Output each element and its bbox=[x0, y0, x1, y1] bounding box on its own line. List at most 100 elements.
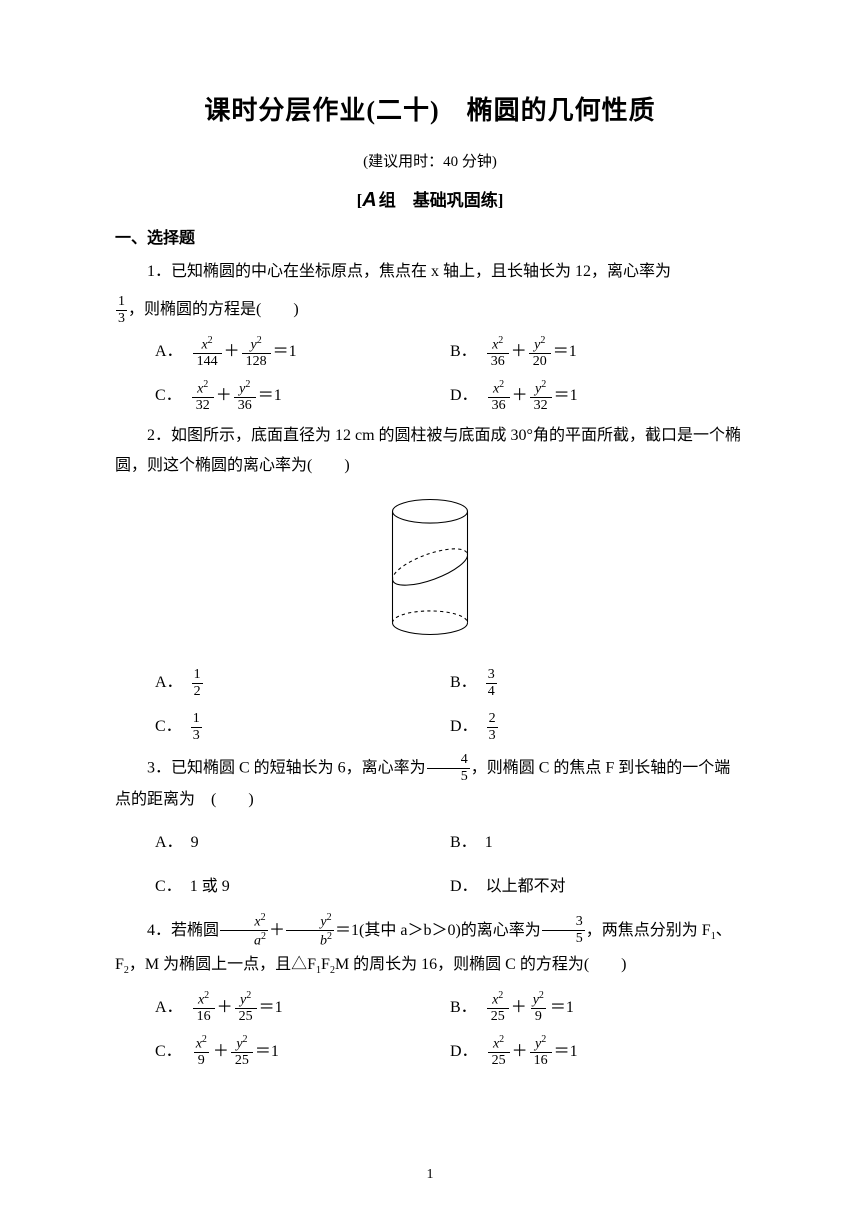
q2-option-b[interactable]: B． 34 bbox=[450, 664, 745, 702]
den: 16 bbox=[530, 1052, 552, 1068]
question-1: 1．已知椭圆的中心在坐标原点，焦点在 x 轴上，且长轴长为 12，离心率为 bbox=[115, 257, 745, 287]
eq: ＝1 bbox=[553, 339, 577, 365]
frac: x225 bbox=[487, 990, 509, 1024]
opt-letter: A． bbox=[155, 339, 183, 365]
question-4: 4．若椭圆x2a2＋y2b2＝1(其中 a＞b＞0)的离心率为35，两焦点分别为… bbox=[115, 912, 745, 981]
opt-letter: C． bbox=[155, 714, 182, 740]
plus: ＋ bbox=[269, 922, 285, 939]
den: 32 bbox=[530, 397, 552, 413]
frac: x232 bbox=[192, 379, 214, 413]
den: 36 bbox=[487, 353, 509, 369]
frac: 12 bbox=[192, 667, 203, 700]
frac: 23 bbox=[487, 711, 498, 744]
den: 5 bbox=[427, 768, 470, 785]
question-2: 2．如图所示，底面直径为 12 cm 的圆柱被与底面成 30°角的平面所截，截口… bbox=[115, 421, 745, 482]
frac: x2144 bbox=[193, 335, 222, 369]
opt-letter: B． bbox=[450, 339, 477, 365]
page-number: 1 bbox=[0, 1164, 860, 1186]
q2-option-c[interactable]: C． 13 bbox=[155, 708, 450, 746]
q3-option-d[interactable]: D． 以上都不对 bbox=[450, 868, 745, 906]
q4-text-a: 4．若椭圆 bbox=[147, 922, 219, 939]
sq: 2 bbox=[243, 1034, 248, 1045]
q4-text-g: M 的周长为 16，则椭圆 C 的方程为( ) bbox=[335, 956, 627, 973]
q1-options-row1: A． x2144 ＋ y2128 ＝1 B． x236 ＋ y220 ＝1 bbox=[155, 333, 745, 371]
den: 9 bbox=[194, 1052, 209, 1068]
den: 9 bbox=[531, 1008, 546, 1024]
den: 25 bbox=[487, 1008, 509, 1024]
b: b bbox=[320, 934, 327, 949]
q1-option-d[interactable]: D． x236 ＋ y232 ＝1 bbox=[450, 377, 745, 415]
eq: ＝1 bbox=[258, 383, 282, 409]
q2-option-a[interactable]: A． 12 bbox=[155, 664, 450, 702]
q4-text-e: ，M 为椭圆上一点，且△F bbox=[129, 956, 316, 973]
num: 4 bbox=[427, 752, 470, 768]
group-text: 组 基础巩固练 bbox=[379, 191, 498, 210]
num: 2 bbox=[487, 711, 498, 727]
q3-option-c[interactable]: C．1 或 9 bbox=[155, 868, 450, 906]
frac-num: 1 bbox=[116, 294, 127, 310]
sq: 2 bbox=[499, 1034, 504, 1045]
frac: x216 bbox=[193, 990, 215, 1024]
bracket-close: ] bbox=[498, 191, 504, 210]
q1-option-c[interactable]: C． x232 ＋ y236 ＝1 bbox=[155, 377, 450, 415]
den: 36 bbox=[488, 397, 510, 413]
q4-option-b[interactable]: B． x225＋y29＝1 bbox=[450, 989, 745, 1027]
q4-option-a[interactable]: A． x216＋y225＝1 bbox=[155, 989, 450, 1027]
eq: ＝1 bbox=[554, 383, 578, 409]
q2-options-row2: C． 13 D． 23 bbox=[155, 708, 745, 746]
plus: ＋ bbox=[511, 995, 527, 1021]
num: 1 bbox=[191, 711, 202, 727]
opt-letter: A． bbox=[155, 670, 183, 696]
q1-text: 1．已知椭圆的中心在坐标原点，焦点在 x 轴上，且长轴长为 12，离心率为 bbox=[115, 257, 671, 287]
group-letter: A bbox=[362, 189, 376, 211]
plus: ＋ bbox=[213, 1039, 229, 1065]
eq: ＝1 bbox=[255, 1039, 279, 1065]
opt-letter: C． bbox=[155, 383, 182, 409]
opt-text: 9 bbox=[191, 830, 199, 856]
den: 3 bbox=[487, 727, 498, 744]
frac: y236 bbox=[234, 379, 256, 413]
den: 25 bbox=[231, 1052, 253, 1068]
den: 2 bbox=[192, 683, 203, 700]
den: 32 bbox=[192, 397, 214, 413]
q4-options-row1: A． x216＋y225＝1 B． x225＋y29＝1 bbox=[155, 989, 745, 1027]
q3-option-b[interactable]: B．1 bbox=[450, 824, 745, 862]
frac: y225 bbox=[235, 990, 257, 1024]
frac: x29 bbox=[192, 1034, 211, 1068]
num: 1 bbox=[192, 667, 203, 683]
opt-text: 1 bbox=[485, 830, 493, 856]
opt-text: 以上都不对 bbox=[486, 874, 566, 900]
den: 128 bbox=[242, 353, 271, 369]
sq: 2 bbox=[539, 990, 544, 1001]
sq: 2 bbox=[498, 990, 503, 1001]
q3-text-before: 3．已知椭圆 C 的短轴长为 6，离心率为 bbox=[147, 759, 426, 776]
den: 144 bbox=[193, 353, 222, 369]
cylinder-icon bbox=[375, 492, 485, 642]
frac: y216 bbox=[530, 1034, 552, 1068]
frac: 13 bbox=[191, 711, 202, 744]
q4-option-d[interactable]: D． x225＋y216＝1 bbox=[450, 1033, 745, 1071]
frac-den: 3 bbox=[116, 310, 127, 327]
q2-option-d[interactable]: D． 23 bbox=[450, 708, 745, 746]
num: 3 bbox=[486, 667, 497, 683]
frac: y220 bbox=[529, 335, 551, 369]
den: 25 bbox=[488, 1052, 510, 1068]
frac: x236 bbox=[488, 379, 510, 413]
q1-option-a[interactable]: A． x2144 ＋ y2128 ＝1 bbox=[155, 333, 450, 371]
q4-option-c[interactable]: C． x29＋y225＝1 bbox=[155, 1033, 450, 1071]
opt-letter: A． bbox=[155, 995, 183, 1021]
question-1-cont: 1 3 ，则椭圆的方程是( ) bbox=[115, 294, 745, 327]
frac: y225 bbox=[231, 1034, 253, 1068]
q3-options-row1: A．9 B．1 bbox=[155, 824, 745, 862]
q3-option-a[interactable]: A．9 bbox=[155, 824, 450, 862]
opt-letter: D． bbox=[450, 874, 478, 900]
opt-letter: B． bbox=[450, 995, 477, 1021]
q4-text-b: ＝1(其中 a＞b＞0)的离心率为 bbox=[335, 922, 541, 939]
q1-option-b[interactable]: B． x236 ＋ y220 ＝1 bbox=[450, 333, 745, 371]
opt-letter: C． bbox=[155, 874, 182, 900]
den: 4 bbox=[486, 683, 497, 700]
den: 36 bbox=[234, 397, 256, 413]
sq: 2 bbox=[541, 1034, 546, 1045]
q4-options-row2: C． x29＋y225＝1 D． x225＋y216＝1 bbox=[155, 1033, 745, 1071]
q1-options-row2: C． x232 ＋ y236 ＝1 D． x236 ＋ y232 ＝1 bbox=[155, 377, 745, 415]
